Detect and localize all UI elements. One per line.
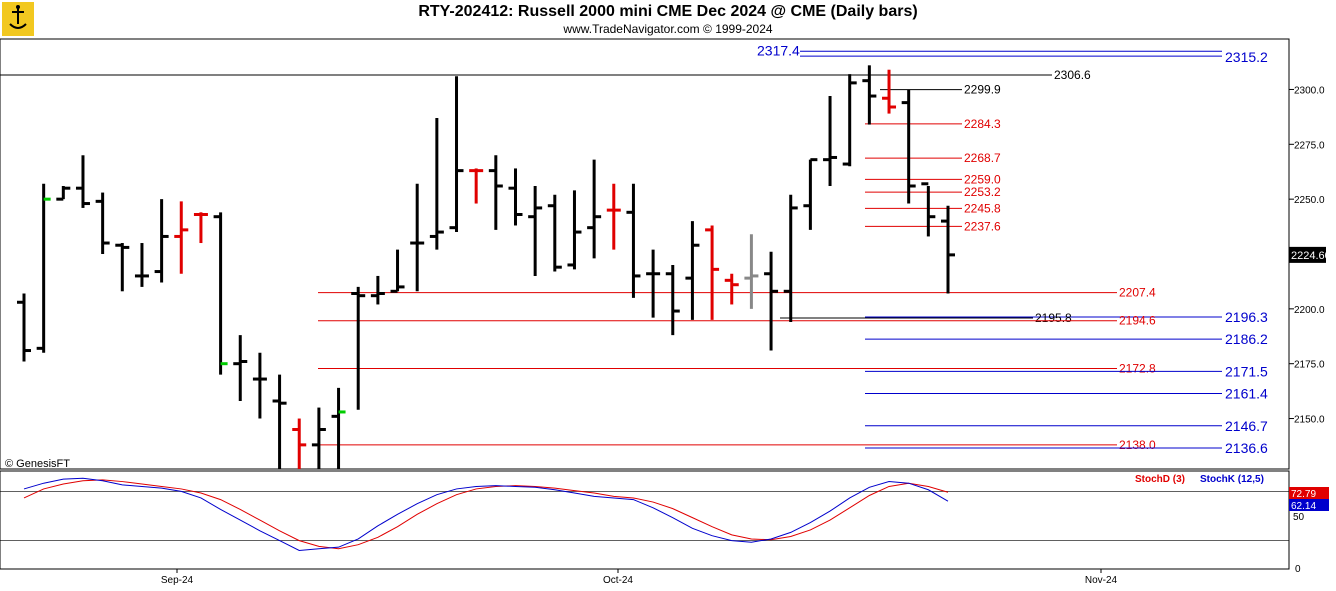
stochk-line	[23, 477, 949, 551]
level-label-2196-3: 2196.3	[1225, 309, 1268, 325]
stoch-axis-label-50: 50	[1293, 512, 1305, 523]
level-label-2253-2: 2253.2	[964, 185, 1001, 199]
legend-stochk: StochK (12,5)	[1200, 474, 1264, 485]
last-price-box	[1289, 246, 1326, 263]
level-label-2299-9: 2299.9	[964, 83, 1001, 97]
x-axis-label-0: Sep-24	[161, 575, 194, 586]
price-axis-label: 2300.0	[1294, 85, 1325, 96]
price-axis-label: 2275.0	[1294, 140, 1325, 151]
legend-stochd: StochD (3)	[1135, 474, 1185, 485]
watermark: © GenesisFT	[5, 458, 70, 470]
level-label-2317-4: 2317.4	[757, 42, 800, 58]
level-label-2268-7: 2268.7	[964, 151, 1001, 165]
stochd-last-box	[1289, 487, 1329, 499]
stoch-axis-label-0: 0	[1295, 564, 1301, 575]
level-label-2194-6: 2194.6	[1119, 314, 1156, 328]
price-panel-frame	[0, 38, 1290, 470]
stochk-last-label: 62.14	[1291, 501, 1316, 512]
price-axis-label: 2150.0	[1294, 415, 1325, 426]
level-label-2315-2: 2315.2	[1225, 49, 1268, 65]
level-label-2245-8: 2245.8	[964, 201, 1001, 215]
x-axis-label-1: Oct-24	[603, 575, 633, 586]
level-label-2161-4: 2161.4	[1225, 386, 1268, 402]
last-price-label: 2224.60	[1291, 250, 1331, 262]
level-label-2195-8: 2195.8	[1035, 311, 1072, 325]
tradenavigator-logo	[2, 2, 34, 36]
level-label-2207-4: 2207.4	[1119, 286, 1156, 300]
price-axis-label: 2250.0	[1294, 195, 1325, 206]
stochastic-panel-frame	[0, 470, 1290, 570]
level-label-2284-3: 2284.3	[964, 117, 1001, 131]
stochd-line	[23, 479, 949, 550]
level-label-2171-5: 2171.5	[1225, 363, 1268, 379]
level-label-2259-0: 2259.0	[964, 172, 1001, 186]
chart-subtitle: www.TradeNavigator.com © 1999-2024	[563, 22, 773, 36]
level-label-2138-0: 2138.0	[1119, 438, 1156, 452]
level-label-2306-6: 2306.6	[1054, 68, 1091, 82]
level-label-2172-8: 2172.8	[1119, 362, 1156, 376]
level-label-2136-6: 2136.6	[1225, 440, 1268, 456]
stochk-last-box	[1289, 499, 1329, 511]
level-label-2186-2: 2186.2	[1225, 331, 1268, 347]
level-label-2146-7: 2146.7	[1225, 418, 1268, 434]
chart-title: RTY-202412: Russell 2000 mini CME Dec 20…	[418, 3, 918, 20]
level-label-2237-6: 2237.6	[964, 219, 1001, 233]
price-axis-label: 2175.0	[1294, 360, 1325, 371]
stochd-last-label: 72.79	[1291, 489, 1316, 500]
x-axis-label-2: Nov-24	[1085, 575, 1118, 586]
price-axis-label: 2200.0	[1294, 305, 1325, 316]
